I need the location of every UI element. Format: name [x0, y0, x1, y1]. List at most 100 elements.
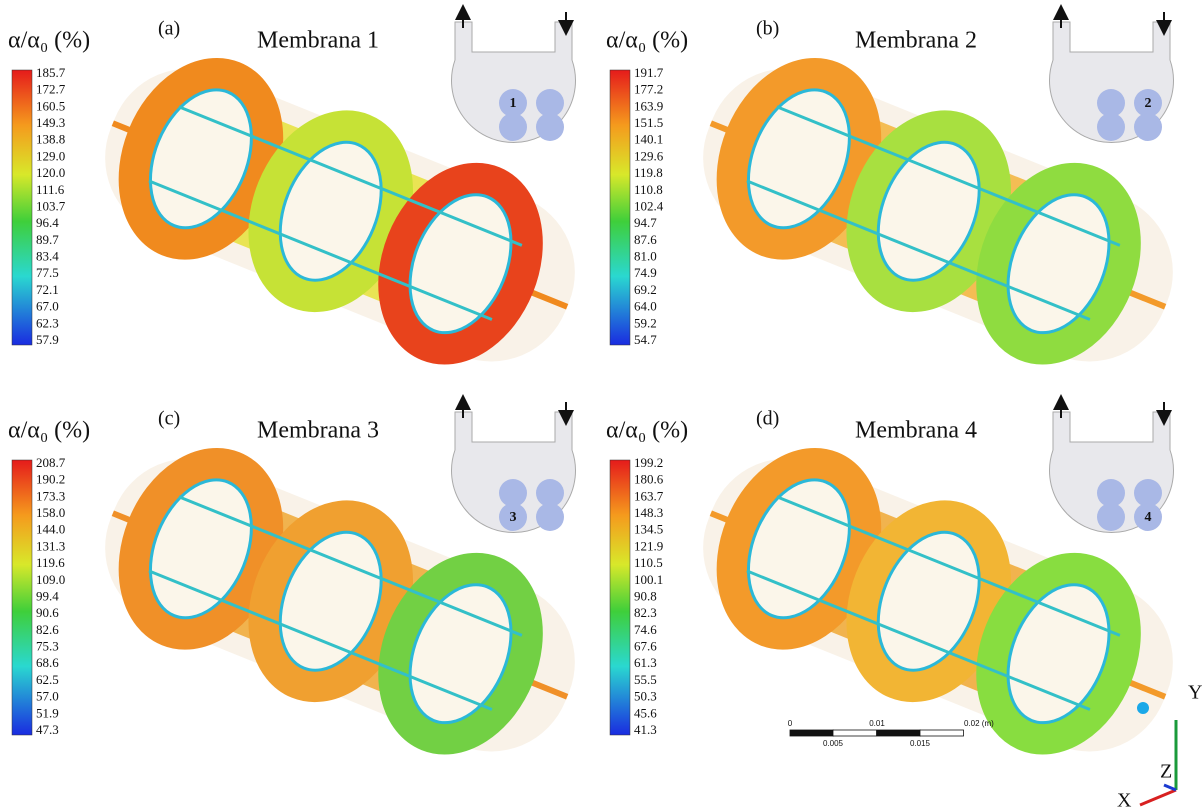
colorbar-tick-label: 74.9: [634, 265, 657, 280]
colorbar-tick-label: 149.3: [36, 115, 65, 130]
panel: α/α₀ (%)208.7190.2173.3158.0144.0131.311…: [8, 402, 600, 778]
membrane-number: 2: [1145, 96, 1152, 111]
colorbar-tick-label: 160.5: [36, 98, 65, 113]
membrane-schematic: 1: [452, 12, 576, 143]
scale-label: 0: [788, 719, 793, 728]
colorbar-tick-label: 62.3: [36, 315, 59, 330]
panel-title: Membrana 3: [257, 418, 379, 444]
colorbar-tick-label: 75.3: [36, 639, 59, 654]
colorbar-tick-label: 103.7: [36, 198, 66, 213]
colorbar-tick-label: 100.1: [634, 572, 663, 587]
colorbar-tick-label: 61.3: [634, 655, 657, 670]
membrane-schematic: 2: [1050, 12, 1174, 143]
membrane-slot: [536, 89, 564, 117]
colorbar-tick-label: 57.9: [36, 332, 59, 347]
colorbar-tick-label: 110.5: [634, 555, 663, 570]
colorbar-tick-label: 190.2: [36, 472, 65, 487]
colorbar-tick-label: 82.3: [634, 605, 657, 620]
colorbar-tick-label: 72.1: [36, 282, 59, 297]
colorbar-tick-label: 148.3: [634, 505, 663, 520]
colorbar-tick-label: 177.2: [634, 82, 663, 97]
colorbar-tick-label: 90.6: [36, 605, 59, 620]
colorbar-tick-label: 134.5: [634, 522, 663, 537]
membrane-slot: [1097, 89, 1125, 117]
scale-segment: [877, 730, 921, 736]
colorbar-tick-label: 173.3: [36, 488, 65, 503]
colorbar-tick-label: 191.7: [634, 65, 664, 80]
colorbar-tick-label: 102.4: [634, 198, 664, 213]
colorbar-tick-label: 121.9: [634, 538, 663, 553]
colorbar-tick-label: 74.6: [634, 622, 657, 637]
colorbar-tick-label: 158.0: [36, 505, 65, 520]
colorbar: [610, 70, 630, 345]
colorbar-tick-label: 90.8: [634, 588, 657, 603]
colorbar-tick-label: 151.5: [634, 115, 663, 130]
colorbar-tick-label: 120.0: [36, 165, 65, 180]
colorbar-tick-label: 199.2: [634, 455, 663, 470]
page: {"panels": [ {"tag": "(a)", "title": "Me…: [0, 0, 1202, 812]
colorbar-label: α/α₀ (%): [606, 28, 688, 54]
membrane-slot: [499, 113, 527, 141]
membrane-slot: [536, 503, 564, 531]
colorbar-tick-label: 129.0: [36, 148, 65, 163]
colorbar-tick-label: 109.0: [36, 572, 65, 587]
colorbar-label: α/α₀ (%): [8, 418, 90, 444]
colorbar: [610, 460, 630, 735]
colorbar-tick-label: 41.3: [634, 722, 657, 737]
colorbar-tick-label: 69.2: [634, 282, 657, 297]
colorbar-tick-label: 208.7: [36, 455, 66, 470]
colorbar-tick-label: 67.0: [36, 299, 59, 314]
colorbar-tick-label: 77.5: [36, 265, 59, 280]
colorbar-tick-label: 163.9: [634, 98, 663, 113]
panel-tag: (d): [756, 408, 779, 430]
membrane-slot: [1097, 479, 1125, 507]
scale-label: 0.02 (m): [964, 719, 994, 728]
colorbar-tick-label: 129.6: [634, 148, 664, 163]
membrane-slot: [1134, 479, 1162, 507]
colorbar-tick-label: 57.0: [36, 689, 59, 704]
scale-segment: [920, 730, 964, 736]
colorbar-tick-label: 185.7: [36, 65, 66, 80]
colorbar-tick-label: 47.3: [36, 722, 59, 737]
colorbar-tick-label: 62.5: [36, 672, 59, 687]
colorbar-tick-label: 51.9: [36, 705, 59, 720]
axis-z: [1164, 785, 1176, 790]
panel-title: Membrana 1: [257, 28, 379, 54]
colorbar-tick-label: 87.6: [634, 232, 657, 247]
scale-label: 0.005: [823, 739, 844, 748]
colorbar-tick-label: 45.6: [634, 705, 657, 720]
axis-label-z: Z: [1160, 761, 1172, 783]
colorbar-label: α/α₀ (%): [606, 418, 688, 444]
colorbar-tick-label: 111.6: [36, 182, 65, 197]
colorbar-tick-label: 163.7: [634, 488, 664, 503]
colorbar-tick-label: 110.8: [634, 182, 663, 197]
membrane-slot: [536, 113, 564, 141]
colorbar: [12, 70, 32, 345]
figure: α/α₀ (%)185.7172.7160.5149.3138.8129.012…: [0, 0, 1202, 812]
colorbar-label: α/α₀ (%): [8, 28, 90, 54]
colorbar-tick-label: 50.3: [634, 689, 657, 704]
colorbar-tick-label: 144.0: [36, 522, 65, 537]
colorbar-tick-label: 99.4: [36, 588, 59, 603]
axis-label-x: X: [1117, 790, 1132, 812]
axis-x: [1140, 790, 1176, 805]
panel-title: Membrana 2: [855, 28, 977, 54]
panel: α/α₀ (%)185.7172.7160.5149.3138.8129.012…: [8, 12, 600, 388]
colorbar-tick-label: 140.1: [634, 132, 663, 147]
membrane-schematic: 4: [1050, 402, 1174, 533]
colorbar-tick-label: 82.6: [36, 622, 59, 637]
colorbar-tick-label: 89.7: [36, 232, 59, 247]
panel-title: Membrana 4: [855, 418, 977, 444]
membrane-slot: [1134, 113, 1162, 141]
colorbar: [12, 460, 32, 735]
membrane-slot: [1097, 503, 1125, 531]
colorbar-tick-label: 180.6: [634, 472, 664, 487]
colorbar-tick-label: 94.7: [634, 215, 657, 230]
colorbar-tick-label: 54.7: [634, 332, 657, 347]
panel-tag: (b): [756, 18, 779, 40]
membrane-slot: [499, 479, 527, 507]
panel-tag: (c): [158, 408, 180, 430]
colorbar-tick-label: 55.5: [634, 672, 657, 687]
